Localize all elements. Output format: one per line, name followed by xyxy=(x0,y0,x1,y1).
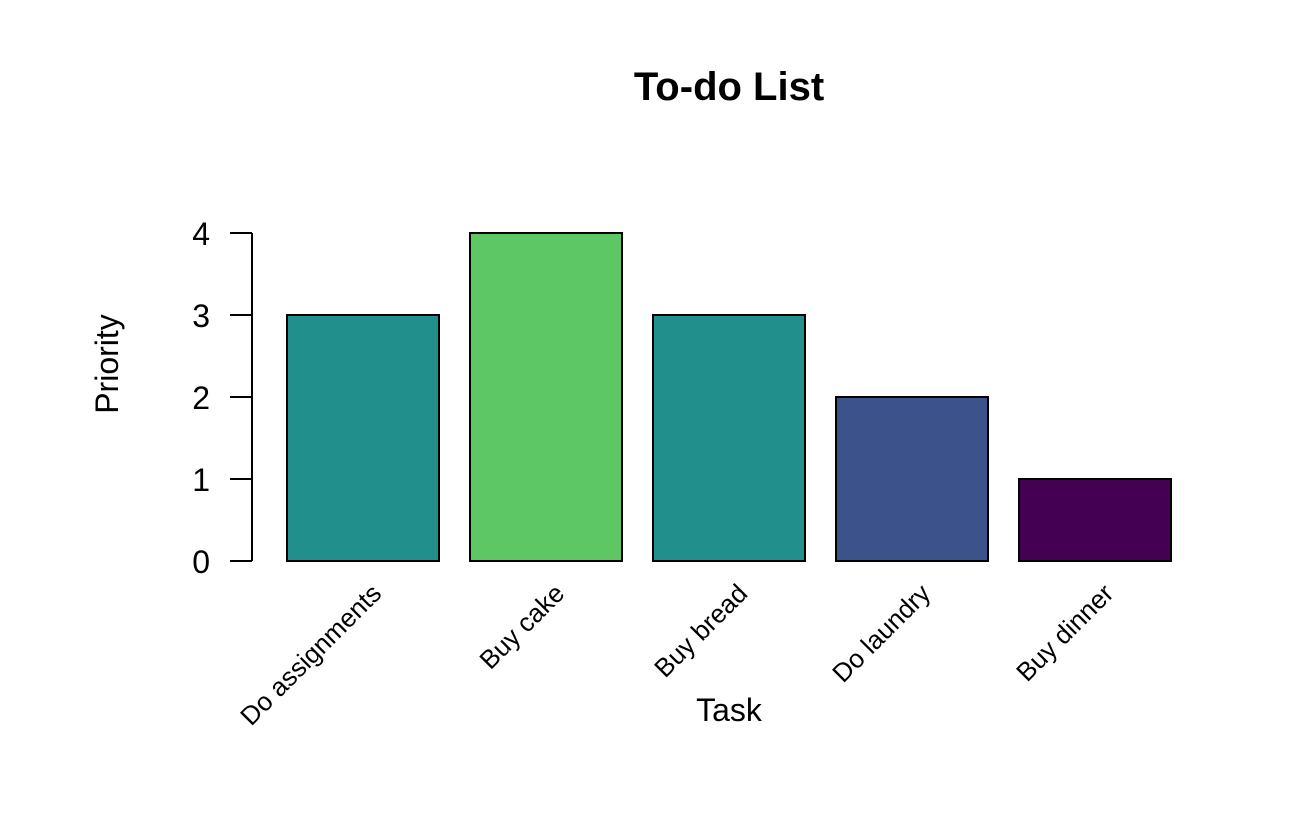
x-tick-label: Buy bread xyxy=(648,578,753,683)
bar-do-laundry xyxy=(835,396,989,562)
bar-buy-cake xyxy=(469,232,623,562)
bar-buy-dinner xyxy=(1018,478,1172,562)
bars xyxy=(286,232,1172,562)
x-tick-label: Do assignments xyxy=(234,578,387,731)
x-tick-labels: Do assignments Buy cake Buy bread Do laundr… xyxy=(234,578,1119,731)
chart-title: To-do List xyxy=(634,65,824,109)
y-tick-label: 3 xyxy=(192,298,210,334)
x-tick-label: Buy cake xyxy=(473,578,570,675)
bar-buy-bread xyxy=(652,314,806,562)
y-axis: 0 1 2 3 4 xyxy=(192,216,253,580)
y-axis-title: Priority xyxy=(89,314,125,414)
x-tick-label: Do laundry xyxy=(826,578,936,688)
bar-do-assignments xyxy=(286,314,440,562)
x-axis-title: Task xyxy=(696,692,763,728)
y-tick-label: 1 xyxy=(192,462,210,498)
y-tick-label: 4 xyxy=(192,216,210,252)
y-tick-label: 0 xyxy=(192,544,210,580)
x-tick-label: Buy dinner xyxy=(1010,578,1119,687)
y-tick-label: 2 xyxy=(192,380,210,416)
